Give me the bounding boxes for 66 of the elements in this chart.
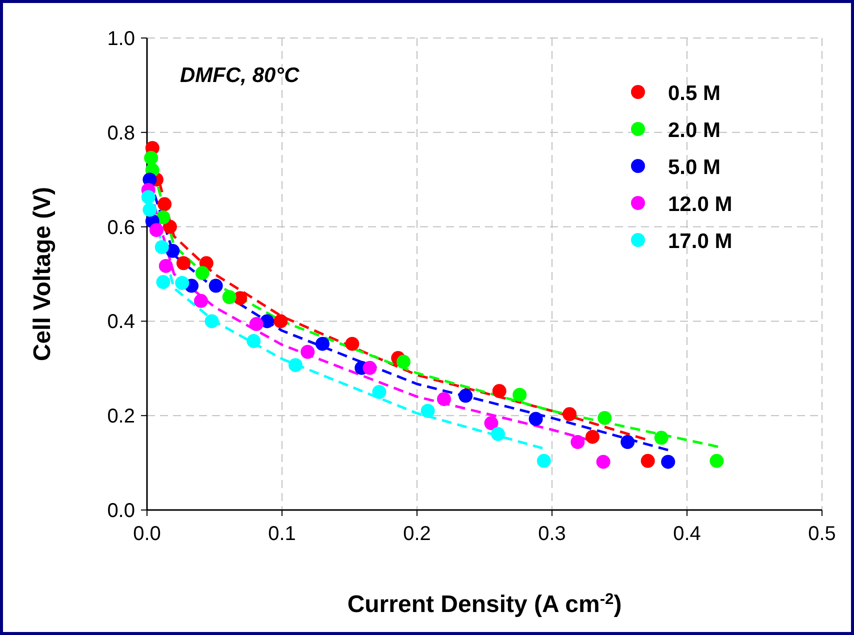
point (528, 412, 543, 426)
point (156, 275, 170, 290)
point (246, 334, 261, 348)
legend-label: 12.0 M (668, 193, 732, 216)
point (288, 358, 302, 372)
y-tick-label: 0.0 (107, 500, 135, 522)
point (458, 388, 473, 403)
legend-label: 2.0 M (668, 119, 721, 142)
point (195, 266, 210, 280)
point (362, 360, 377, 375)
point (300, 344, 315, 359)
y-tick-label: 0.8 (107, 122, 135, 144)
point (208, 278, 223, 293)
point (274, 314, 288, 328)
legend-label: 5.0 M (668, 156, 721, 179)
point (661, 454, 676, 469)
point (372, 385, 386, 399)
point (204, 314, 219, 328)
y-tick-label: 0.6 (107, 216, 135, 239)
point (158, 258, 173, 273)
point (149, 223, 164, 238)
legend-label: 0.5 M (668, 82, 721, 105)
point (154, 240, 169, 254)
point (491, 427, 505, 442)
point (562, 407, 577, 422)
x-tick-label: 0.4 (673, 523, 701, 545)
x-tick-label: 0.3 (538, 523, 566, 545)
point (640, 454, 655, 468)
point (142, 202, 157, 217)
y-tick-label: 1.0 (107, 28, 135, 50)
point (710, 454, 724, 468)
point (158, 197, 172, 212)
point (175, 276, 190, 290)
x-tick-label: 0.2 (403, 523, 431, 545)
point (396, 354, 410, 369)
point (194, 294, 208, 308)
y-axis-title: Cell Voltage (V) (29, 186, 56, 362)
point (141, 190, 156, 204)
point (570, 435, 585, 450)
point (654, 430, 668, 445)
point (596, 454, 610, 469)
point (437, 392, 451, 406)
y-tick-label: 0.2 (107, 406, 135, 428)
legend-label: 17.0 M (668, 230, 732, 253)
point (598, 410, 612, 425)
point (316, 336, 330, 351)
point (512, 388, 527, 402)
point (484, 416, 498, 430)
x-axis-title: Current Density (A cm$^{-2}$) (347, 590, 622, 618)
point (162, 220, 177, 234)
point (492, 384, 506, 398)
point (620, 435, 635, 450)
annotation: DMFC, 80°C (180, 64, 300, 87)
y-tick-label: 0.4 (107, 311, 135, 334)
point (586, 430, 600, 444)
point (536, 454, 551, 468)
point (222, 290, 236, 304)
x-tick-label: 0.1 (268, 523, 296, 545)
point (420, 404, 435, 418)
x-tick-label: 0.5 (808, 523, 836, 545)
point (176, 256, 190, 270)
point (249, 317, 264, 332)
point (144, 150, 158, 165)
x-tick-label: 0.0 (133, 523, 161, 545)
point (345, 336, 360, 351)
point (166, 244, 180, 258)
